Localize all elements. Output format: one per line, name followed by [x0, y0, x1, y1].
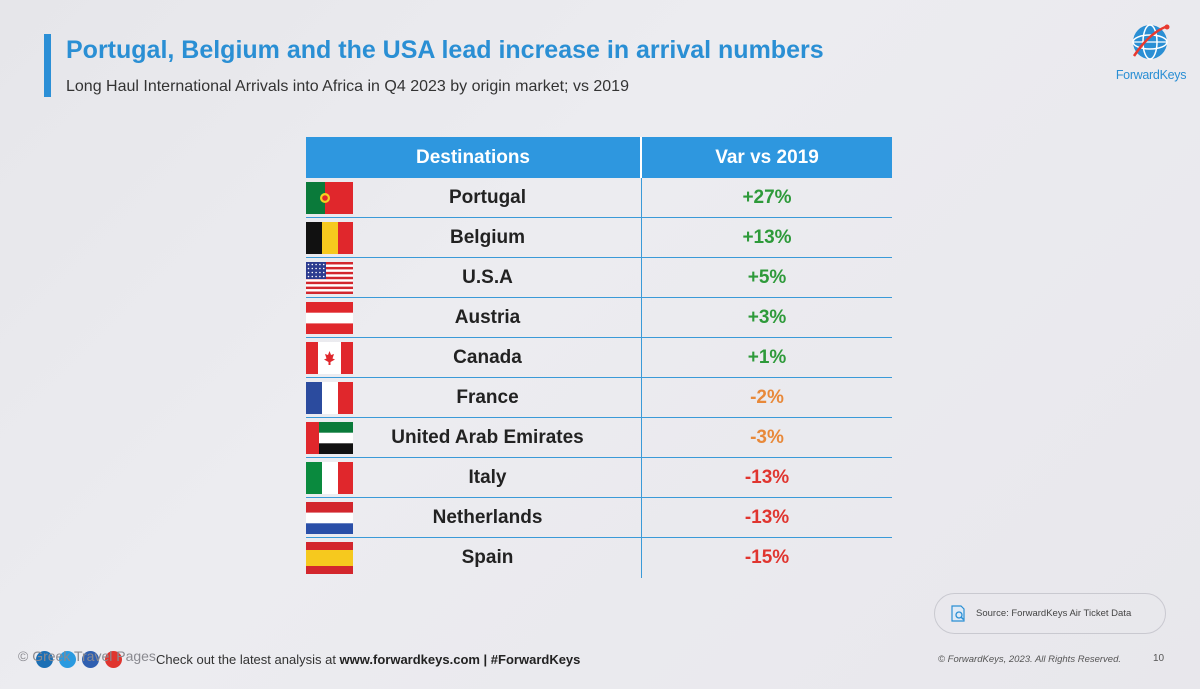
- logo-text: ForwardKeys: [1115, 68, 1187, 82]
- table-row: France -2%: [306, 378, 892, 418]
- forwardkeys-logo: ForwardKeys: [1112, 20, 1190, 90]
- destination-name: U.S.A: [354, 258, 642, 297]
- page-number: 10: [1153, 653, 1165, 664]
- var-value: -13%: [744, 466, 790, 488]
- flag-cell: [306, 378, 354, 417]
- page-subtitle: Long Haul International Arrivals into Af…: [66, 78, 629, 95]
- portugal-flag-icon: [306, 181, 353, 214]
- var-value: -15%: [744, 547, 790, 568]
- var-value: +27%: [742, 186, 792, 208]
- destination-name: Spain: [354, 538, 642, 578]
- var-value: +3%: [747, 306, 787, 328]
- netherlands-flag-icon: [306, 501, 353, 534]
- flag-cell: [306, 418, 354, 457]
- flag-cell: [306, 258, 354, 297]
- source-note: Source: ForwardKeys Air Ticket Data: [934, 593, 1166, 634]
- var-value: -2%: [750, 386, 784, 408]
- footer-link[interactable]: www.forwardkeys.com | #ForwardKeys: [339, 652, 581, 667]
- page-title: Portugal, Belgium and the USA lead incre…: [66, 36, 824, 64]
- canada-flag-icon: [306, 341, 353, 374]
- destination-name: Netherlands: [354, 498, 642, 537]
- document-search-icon: [951, 605, 965, 622]
- flag-cell: [306, 298, 354, 337]
- social-icons: [36, 651, 122, 668]
- destination-name: Italy: [354, 458, 642, 497]
- table-row: Belgium +13%: [306, 218, 892, 258]
- source-text: Source: ForwardKeys Air Ticket Data: [976, 608, 1132, 619]
- table-row: U.S.A +5%: [306, 258, 892, 298]
- flag-cell: [306, 218, 354, 257]
- footer-cta: Check out the latest analysis at www.for…: [156, 652, 580, 667]
- arrivals-table: Destinations Var vs 2019 Portugal +27% Bel…: [306, 137, 892, 578]
- destination-name: Portugal: [354, 178, 642, 217]
- belgium-flag-icon: [306, 221, 353, 254]
- destination-name: Canada: [354, 338, 642, 377]
- globe-icon: [1132, 24, 1170, 60]
- table-row: Netherlands -13%: [306, 498, 892, 538]
- facebook-icon[interactable]: [82, 651, 99, 668]
- twitter-icon[interactable]: [59, 651, 76, 668]
- table-row: Portugal +27%: [306, 178, 892, 218]
- title-accent-bar: [44, 34, 51, 97]
- var-value: -3%: [750, 426, 784, 448]
- uae-flag-icon: [306, 421, 353, 454]
- usa-flag-icon: [306, 261, 353, 294]
- destination-name: United Arab Emirates: [354, 418, 642, 457]
- var-value: -13%: [744, 506, 790, 528]
- header-destinations: Destinations: [306, 137, 642, 178]
- var-value: +13%: [742, 226, 792, 248]
- flag-cell: [306, 458, 354, 497]
- linkedin-icon[interactable]: [36, 651, 53, 668]
- table-body: Portugal +27% Belgium +13% U.S.A +5% Austria +3…: [306, 178, 892, 578]
- var-value: +5%: [747, 266, 787, 288]
- spain-flag-icon: [306, 542, 353, 574]
- destination-name: Belgium: [354, 218, 642, 257]
- table-row: Spain -15%: [306, 538, 892, 578]
- var-value: +1%: [747, 346, 787, 368]
- youtube-icon[interactable]: [105, 651, 122, 668]
- flag-cell: [306, 338, 354, 377]
- flag-cell: [306, 498, 354, 537]
- table-row: Italy -13%: [306, 458, 892, 498]
- table-row: Austria +3%: [306, 298, 892, 338]
- watermark: © Greek Travel Pages: [18, 648, 156, 664]
- austria-flag-icon: [306, 301, 353, 334]
- table-header: Destinations Var vs 2019: [306, 137, 892, 178]
- header-var-vs-2019: Var vs 2019: [715, 146, 819, 168]
- copyright: © ForwardKeys, 2023. All Rights Reserved…: [938, 654, 1122, 665]
- footer-cta-prefix: Check out the latest analysis at: [156, 652, 340, 667]
- flag-cell: [306, 538, 354, 578]
- table-row: Canada +1%: [306, 338, 892, 378]
- table-row: United Arab Emirates -3%: [306, 418, 892, 458]
- flag-cell: [306, 178, 354, 217]
- italy-flag-icon: [306, 461, 353, 494]
- france-flag-icon: [306, 381, 353, 414]
- destination-name: France: [354, 378, 642, 417]
- destination-name: Austria: [354, 298, 642, 337]
